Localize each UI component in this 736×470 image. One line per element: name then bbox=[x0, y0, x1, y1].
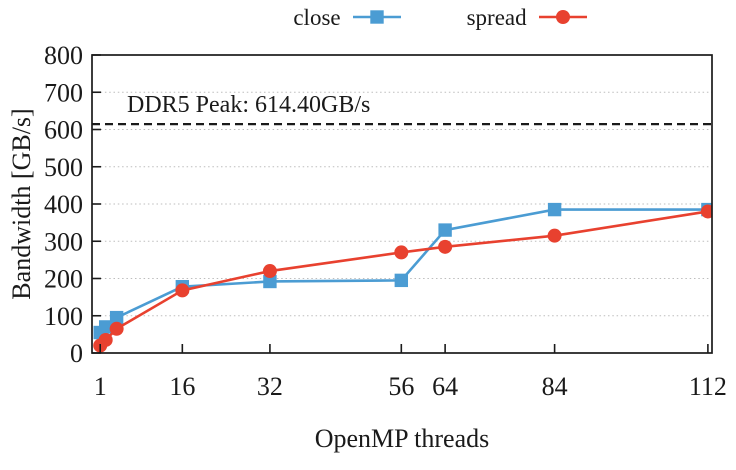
legend-item-spread: spread bbox=[467, 6, 587, 29]
x-tick-label: 16 bbox=[169, 372, 195, 401]
y-tick-label: 300 bbox=[44, 227, 83, 256]
y-tick-label: 500 bbox=[44, 153, 83, 182]
y-tick-label: 400 bbox=[44, 190, 83, 219]
spread-series-marker-icon bbox=[538, 10, 587, 24]
data-series bbox=[93, 202, 712, 353]
legend-label-close: close bbox=[293, 4, 341, 30]
x-axis-title: OpenMP threads bbox=[315, 424, 490, 453]
y-tick-label: 100 bbox=[44, 302, 83, 331]
y-tick-label: 800 bbox=[44, 41, 83, 70]
x-tick-label: 112 bbox=[689, 372, 727, 401]
y-axis-title: Bandwidth [GB/s] bbox=[7, 108, 36, 299]
close-series-marker-icon bbox=[352, 10, 401, 24]
peak-annotation-label: DDR5 Peak: 614.40GB/s bbox=[127, 92, 370, 118]
y-tick-label: 700 bbox=[44, 78, 83, 107]
y-tick-label: 600 bbox=[44, 116, 83, 145]
y-tick-label: 0 bbox=[70, 339, 83, 368]
legend-label-spread: spread bbox=[466, 4, 527, 30]
legend-item-close: close bbox=[293, 4, 401, 30]
y-tick-label: 200 bbox=[44, 265, 83, 294]
x-tick-label: 84 bbox=[542, 372, 568, 401]
chart-legend: close spread bbox=[130, 2, 736, 32]
x-tick-label: 1 bbox=[94, 372, 107, 401]
x-tick-label: 64 bbox=[432, 372, 458, 401]
plot-frame bbox=[91, 54, 713, 354]
axis-tick-labels: 1 16 32 56 64 84 112 0 100 200 300 400 500 600 700 800 bbox=[44, 41, 727, 401]
x-tick-label: 32 bbox=[257, 372, 283, 401]
x-tick-label: 56 bbox=[388, 372, 414, 401]
